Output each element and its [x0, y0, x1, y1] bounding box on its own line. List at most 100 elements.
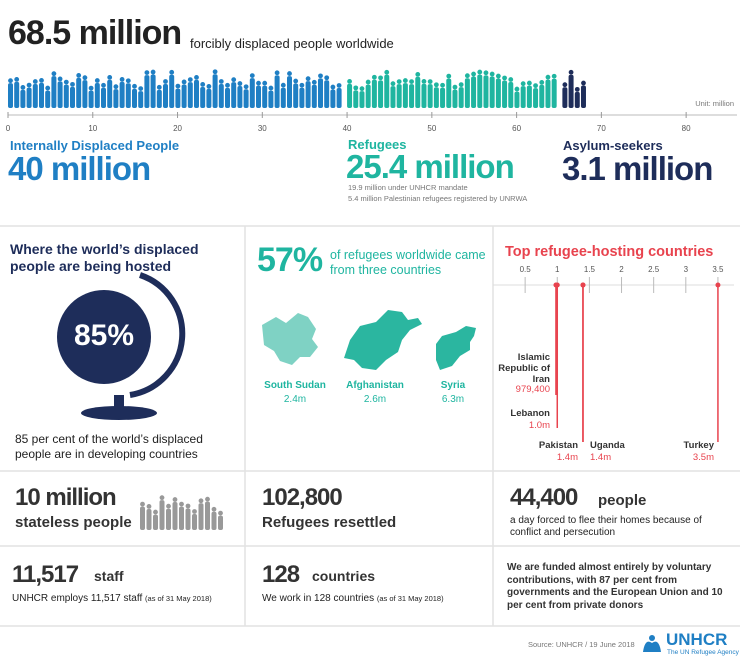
person-head — [185, 503, 191, 509]
person-head — [551, 73, 557, 79]
person-head — [477, 69, 483, 75]
person-head — [140, 501, 145, 507]
person-head — [533, 83, 538, 89]
title: 68.5 million — [8, 14, 182, 52]
person-body — [353, 90, 359, 108]
person-body — [299, 87, 305, 108]
person-body — [458, 87, 464, 108]
origins-figure: 57% — [257, 241, 323, 279]
person-head — [409, 79, 414, 85]
person-head — [433, 82, 439, 88]
resettled-text: Refugees resettled — [262, 514, 397, 531]
person-head — [311, 79, 317, 85]
idp-label: Internally Displaced People — [10, 138, 180, 153]
person-head — [562, 82, 568, 88]
person-body — [293, 83, 299, 108]
person-head — [489, 71, 495, 77]
person-body — [568, 74, 574, 108]
person-body — [440, 87, 446, 108]
origins-text: of refugees worldwide came from three co… — [330, 248, 486, 277]
person-body — [63, 84, 69, 108]
person-body — [101, 87, 106, 108]
staff-note: (as of 31 May 2018) — [145, 594, 212, 603]
person-body — [396, 84, 402, 108]
person-head — [508, 77, 514, 82]
person-body — [551, 78, 557, 108]
countries-text: We work in 128 countries (as of 31 May 2… — [262, 593, 444, 604]
person-body — [280, 87, 286, 108]
person-head — [396, 79, 402, 85]
person-body — [378, 80, 384, 108]
host-value: 979,400 — [515, 384, 550, 395]
person-head — [452, 84, 458, 90]
person-body — [508, 82, 514, 108]
person-body — [311, 84, 317, 108]
person-head — [262, 80, 268, 86]
host-name: Islamic Republic of Iran — [498, 352, 550, 385]
asylum-figure: 3.1 million — [562, 150, 713, 187]
person-body — [452, 89, 458, 108]
person-head — [514, 86, 520, 92]
person-head — [211, 506, 217, 512]
person-head — [205, 496, 210, 502]
person-body — [464, 78, 470, 108]
person-head — [172, 497, 178, 502]
person-head — [502, 75, 507, 81]
tick-label: 2.5 — [648, 265, 660, 274]
person-body — [539, 84, 545, 108]
asylum-label: Asylum-seekers — [563, 138, 663, 153]
stateless-text: stateless people — [15, 514, 132, 531]
tick-label: 1.5 — [584, 265, 596, 274]
countries-figure: 128 — [262, 561, 300, 588]
person-body — [82, 80, 88, 108]
person-body — [140, 506, 145, 530]
tick-label: 80 — [682, 124, 691, 133]
daily-text: a day forced to flee their homes because… — [510, 515, 702, 538]
person-body — [51, 76, 57, 108]
person-body — [218, 515, 223, 530]
person-head — [402, 78, 408, 83]
person-head — [421, 78, 427, 84]
person-body — [163, 84, 168, 108]
person-body — [580, 85, 586, 108]
person-head — [231, 77, 237, 83]
person-head — [187, 77, 193, 82]
host-name: Turkey — [683, 440, 714, 451]
separators — [0, 225, 740, 627]
person-body — [39, 82, 44, 108]
people-segment — [8, 69, 342, 108]
host-name: Lebanon — [510, 408, 550, 419]
tick-label: 50 — [427, 124, 436, 133]
staff-text: UNHCR employs 11,517 staff — [12, 593, 143, 604]
country-value: 2.6m — [363, 394, 387, 405]
person-body — [211, 511, 217, 530]
person-head — [45, 85, 51, 91]
person-head — [324, 75, 330, 81]
stateless-figure: 10 million — [15, 484, 117, 511]
person-head — [57, 76, 63, 82]
person-body — [526, 85, 532, 108]
person-body — [194, 79, 199, 108]
person-body — [495, 78, 501, 108]
person-head — [237, 81, 243, 86]
person-head — [76, 73, 82, 78]
unit-label: Unit: million — [695, 99, 734, 108]
host-marker — [554, 282, 560, 288]
person-body — [427, 84, 433, 108]
subtitle: forcibly displaced people worldwide — [190, 36, 394, 51]
person-body — [200, 86, 206, 108]
person-body — [262, 85, 268, 108]
person-head — [194, 75, 199, 80]
person-head — [107, 75, 113, 80]
person-body — [502, 80, 508, 108]
person-head — [150, 69, 156, 75]
person-body — [384, 74, 390, 108]
person-head — [318, 73, 323, 79]
person-body — [198, 503, 204, 530]
tick-label: 3.5 — [712, 265, 724, 274]
country-value: 2.4m — [283, 394, 307, 405]
refugee-note: 19.9 million under UNHCR mandate — [348, 183, 468, 192]
person-body — [218, 83, 224, 108]
person-body — [212, 74, 218, 108]
person-head — [256, 80, 261, 86]
